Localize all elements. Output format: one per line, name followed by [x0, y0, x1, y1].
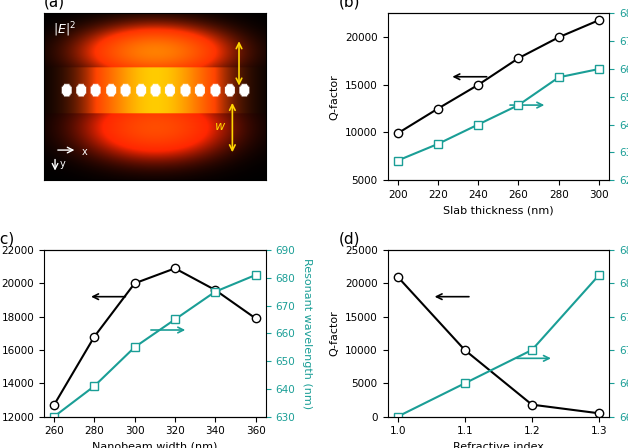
Text: (c): (c): [0, 231, 16, 246]
Text: $|E|^2$: $|E|^2$: [53, 20, 76, 39]
Text: (b): (b): [338, 0, 360, 10]
Text: (a): (a): [44, 0, 65, 10]
Y-axis label: Q-factor: Q-factor: [330, 310, 340, 356]
X-axis label: Slab thickness (nm): Slab thickness (nm): [443, 205, 554, 215]
Y-axis label: Resonant wavelength (nm): Resonant wavelength (nm): [301, 258, 311, 409]
Text: (d): (d): [338, 231, 360, 246]
X-axis label: Refractive index: Refractive index: [453, 442, 544, 448]
X-axis label: Nanobeam width (nm): Nanobeam width (nm): [92, 442, 217, 448]
Text: y: y: [60, 159, 65, 169]
Text: w: w: [215, 120, 225, 133]
Y-axis label: Q-factor: Q-factor: [330, 74, 340, 120]
Text: x: x: [82, 147, 87, 157]
